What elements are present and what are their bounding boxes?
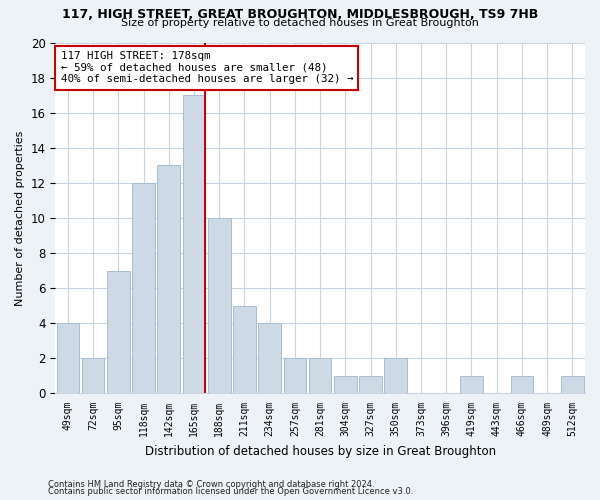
Bar <box>334 376 357 394</box>
Bar <box>56 323 79 394</box>
Y-axis label: Number of detached properties: Number of detached properties <box>15 130 25 306</box>
Bar <box>82 358 104 394</box>
Bar <box>561 376 584 394</box>
Bar <box>511 376 533 394</box>
Text: Size of property relative to detached houses in Great Broughton: Size of property relative to detached ho… <box>121 18 479 28</box>
Bar <box>208 218 230 394</box>
Text: 117 HIGH STREET: 178sqm
← 59% of detached houses are smaller (48)
40% of semi-de: 117 HIGH STREET: 178sqm ← 59% of detache… <box>61 52 353 84</box>
Bar <box>460 376 483 394</box>
Bar <box>233 306 256 394</box>
Bar <box>182 95 205 394</box>
Bar <box>309 358 331 394</box>
X-axis label: Distribution of detached houses by size in Great Broughton: Distribution of detached houses by size … <box>145 444 496 458</box>
Bar <box>284 358 306 394</box>
Text: Contains public sector information licensed under the Open Government Licence v3: Contains public sector information licen… <box>48 488 413 496</box>
Bar <box>157 166 180 394</box>
Bar <box>359 376 382 394</box>
Text: Contains HM Land Registry data © Crown copyright and database right 2024.: Contains HM Land Registry data © Crown c… <box>48 480 374 489</box>
Bar <box>259 323 281 394</box>
Bar <box>107 270 130 394</box>
Text: 117, HIGH STREET, GREAT BROUGHTON, MIDDLESBROUGH, TS9 7HB: 117, HIGH STREET, GREAT BROUGHTON, MIDDL… <box>62 8 538 20</box>
Bar <box>132 183 155 394</box>
Bar <box>385 358 407 394</box>
